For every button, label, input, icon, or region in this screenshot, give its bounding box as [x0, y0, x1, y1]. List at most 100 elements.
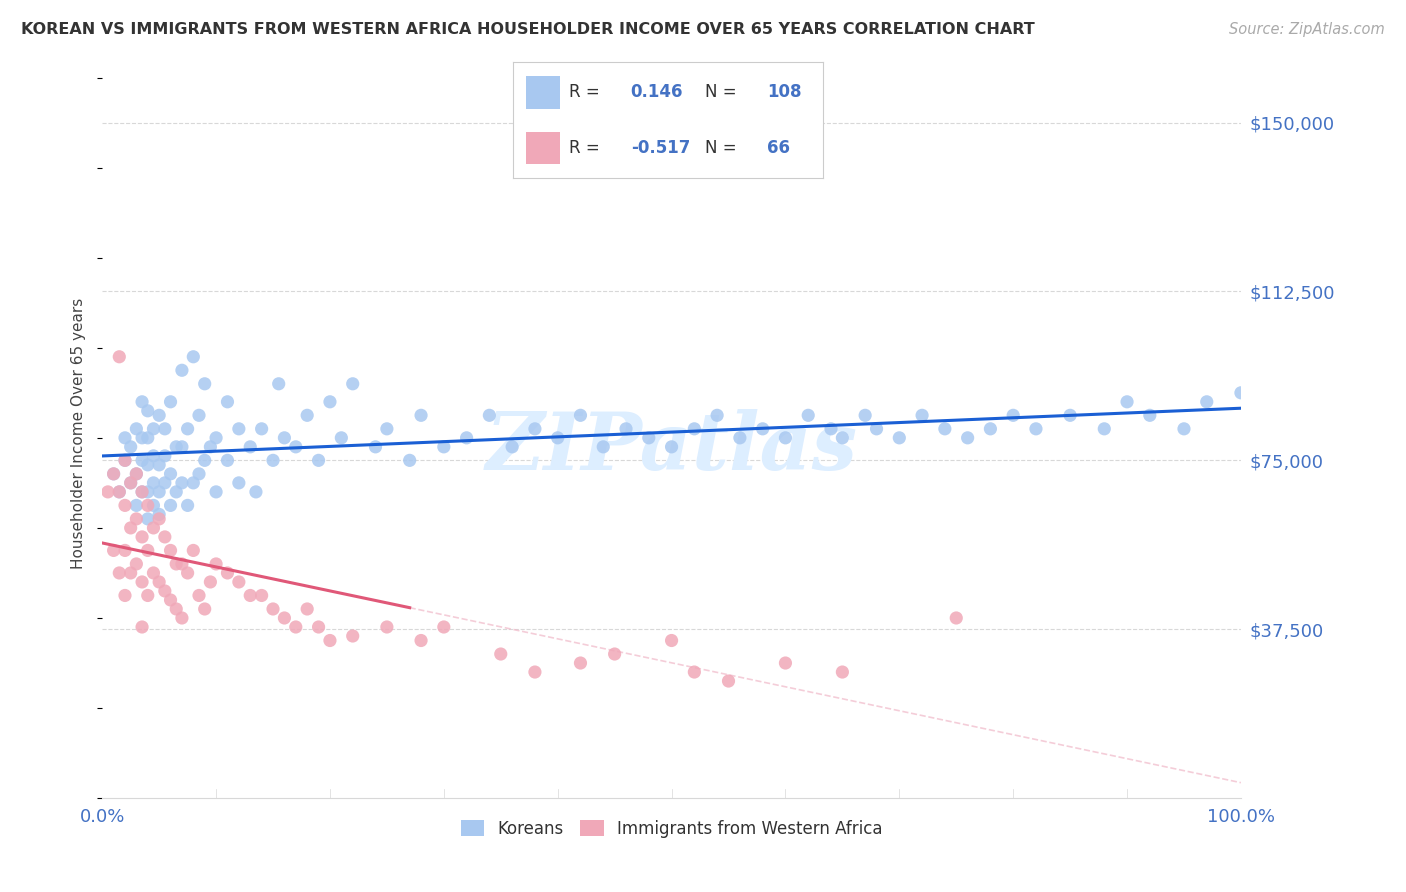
Point [217, 394, 239, 409]
Point [728, 431, 751, 445]
Point [142, 422, 165, 436]
Point [456, 431, 478, 445]
Point [683, 665, 706, 679]
Point [142, 521, 165, 535]
Point [131, 453, 153, 467]
Point [170, 363, 193, 377]
Point [308, 453, 330, 467]
Point [717, 673, 740, 688]
Point [239, 440, 262, 454]
Point [205, 557, 228, 571]
Point [1025, 422, 1047, 436]
Point [751, 422, 773, 436]
Point [108, 566, 131, 580]
Point [165, 484, 187, 499]
Point [342, 629, 364, 643]
Point [409, 409, 432, 423]
Point [831, 431, 853, 445]
Point [934, 422, 956, 436]
Point [831, 665, 853, 679]
Point [136, 589, 159, 603]
Point [319, 633, 342, 648]
Point [125, 467, 148, 481]
Point [433, 620, 456, 634]
Point [120, 566, 142, 580]
Point [136, 499, 159, 513]
Point [308, 620, 330, 634]
Point [136, 431, 159, 445]
Point [108, 484, 131, 499]
Text: 0.146: 0.146 [631, 83, 683, 101]
Point [108, 484, 131, 499]
Point [228, 475, 250, 490]
Point [262, 453, 284, 467]
Point [170, 557, 193, 571]
Point [364, 440, 387, 454]
Point [114, 589, 136, 603]
Point [153, 584, 176, 599]
Point [142, 499, 165, 513]
Point [797, 409, 820, 423]
Point [103, 543, 125, 558]
Point [136, 543, 159, 558]
Point [136, 404, 159, 418]
Point [1173, 422, 1195, 436]
Point [592, 440, 614, 454]
Point [142, 449, 165, 463]
Point [433, 440, 456, 454]
Point [170, 440, 193, 454]
Point [547, 431, 569, 445]
Point [181, 543, 204, 558]
Text: KOREAN VS IMMIGRANTS FROM WESTERN AFRICA HOUSEHOLDER INCOME OVER 65 YEARS CORREL: KOREAN VS IMMIGRANTS FROM WESTERN AFRICA… [21, 22, 1035, 37]
Point [250, 422, 273, 436]
Point [1002, 409, 1025, 423]
Point [194, 602, 217, 616]
FancyBboxPatch shape [526, 132, 560, 164]
Point [148, 574, 170, 589]
Point [820, 422, 842, 436]
Point [103, 467, 125, 481]
Point [131, 620, 153, 634]
FancyBboxPatch shape [526, 77, 560, 109]
Point [478, 409, 501, 423]
Point [188, 467, 211, 481]
Point [148, 508, 170, 522]
Point [273, 431, 295, 445]
Text: R =: R = [569, 83, 599, 101]
Point [114, 453, 136, 467]
Point [273, 611, 295, 625]
Point [170, 611, 193, 625]
Point [295, 602, 318, 616]
Point [114, 499, 136, 513]
Point [159, 543, 181, 558]
Point [114, 543, 136, 558]
Point [194, 453, 217, 467]
Point [125, 467, 148, 481]
Point [176, 566, 198, 580]
Point [153, 475, 176, 490]
Point [159, 499, 181, 513]
Point [194, 376, 217, 391]
Point [120, 475, 142, 490]
Point [159, 593, 181, 607]
Point [979, 422, 1001, 436]
Point [330, 431, 353, 445]
Point [1195, 394, 1218, 409]
Point [200, 440, 222, 454]
Point [409, 633, 432, 648]
Y-axis label: Householder Income Over 65 years: Householder Income Over 65 years [72, 298, 86, 569]
Point [188, 589, 211, 603]
Point [170, 475, 193, 490]
Point [114, 453, 136, 467]
Point [142, 566, 165, 580]
Point [1092, 422, 1115, 436]
Point [603, 647, 626, 661]
Point [136, 458, 159, 472]
Point [159, 467, 181, 481]
Point [661, 633, 683, 648]
Point [262, 602, 284, 616]
Point [569, 656, 592, 670]
Point [501, 440, 523, 454]
Point [136, 484, 159, 499]
Point [131, 484, 153, 499]
